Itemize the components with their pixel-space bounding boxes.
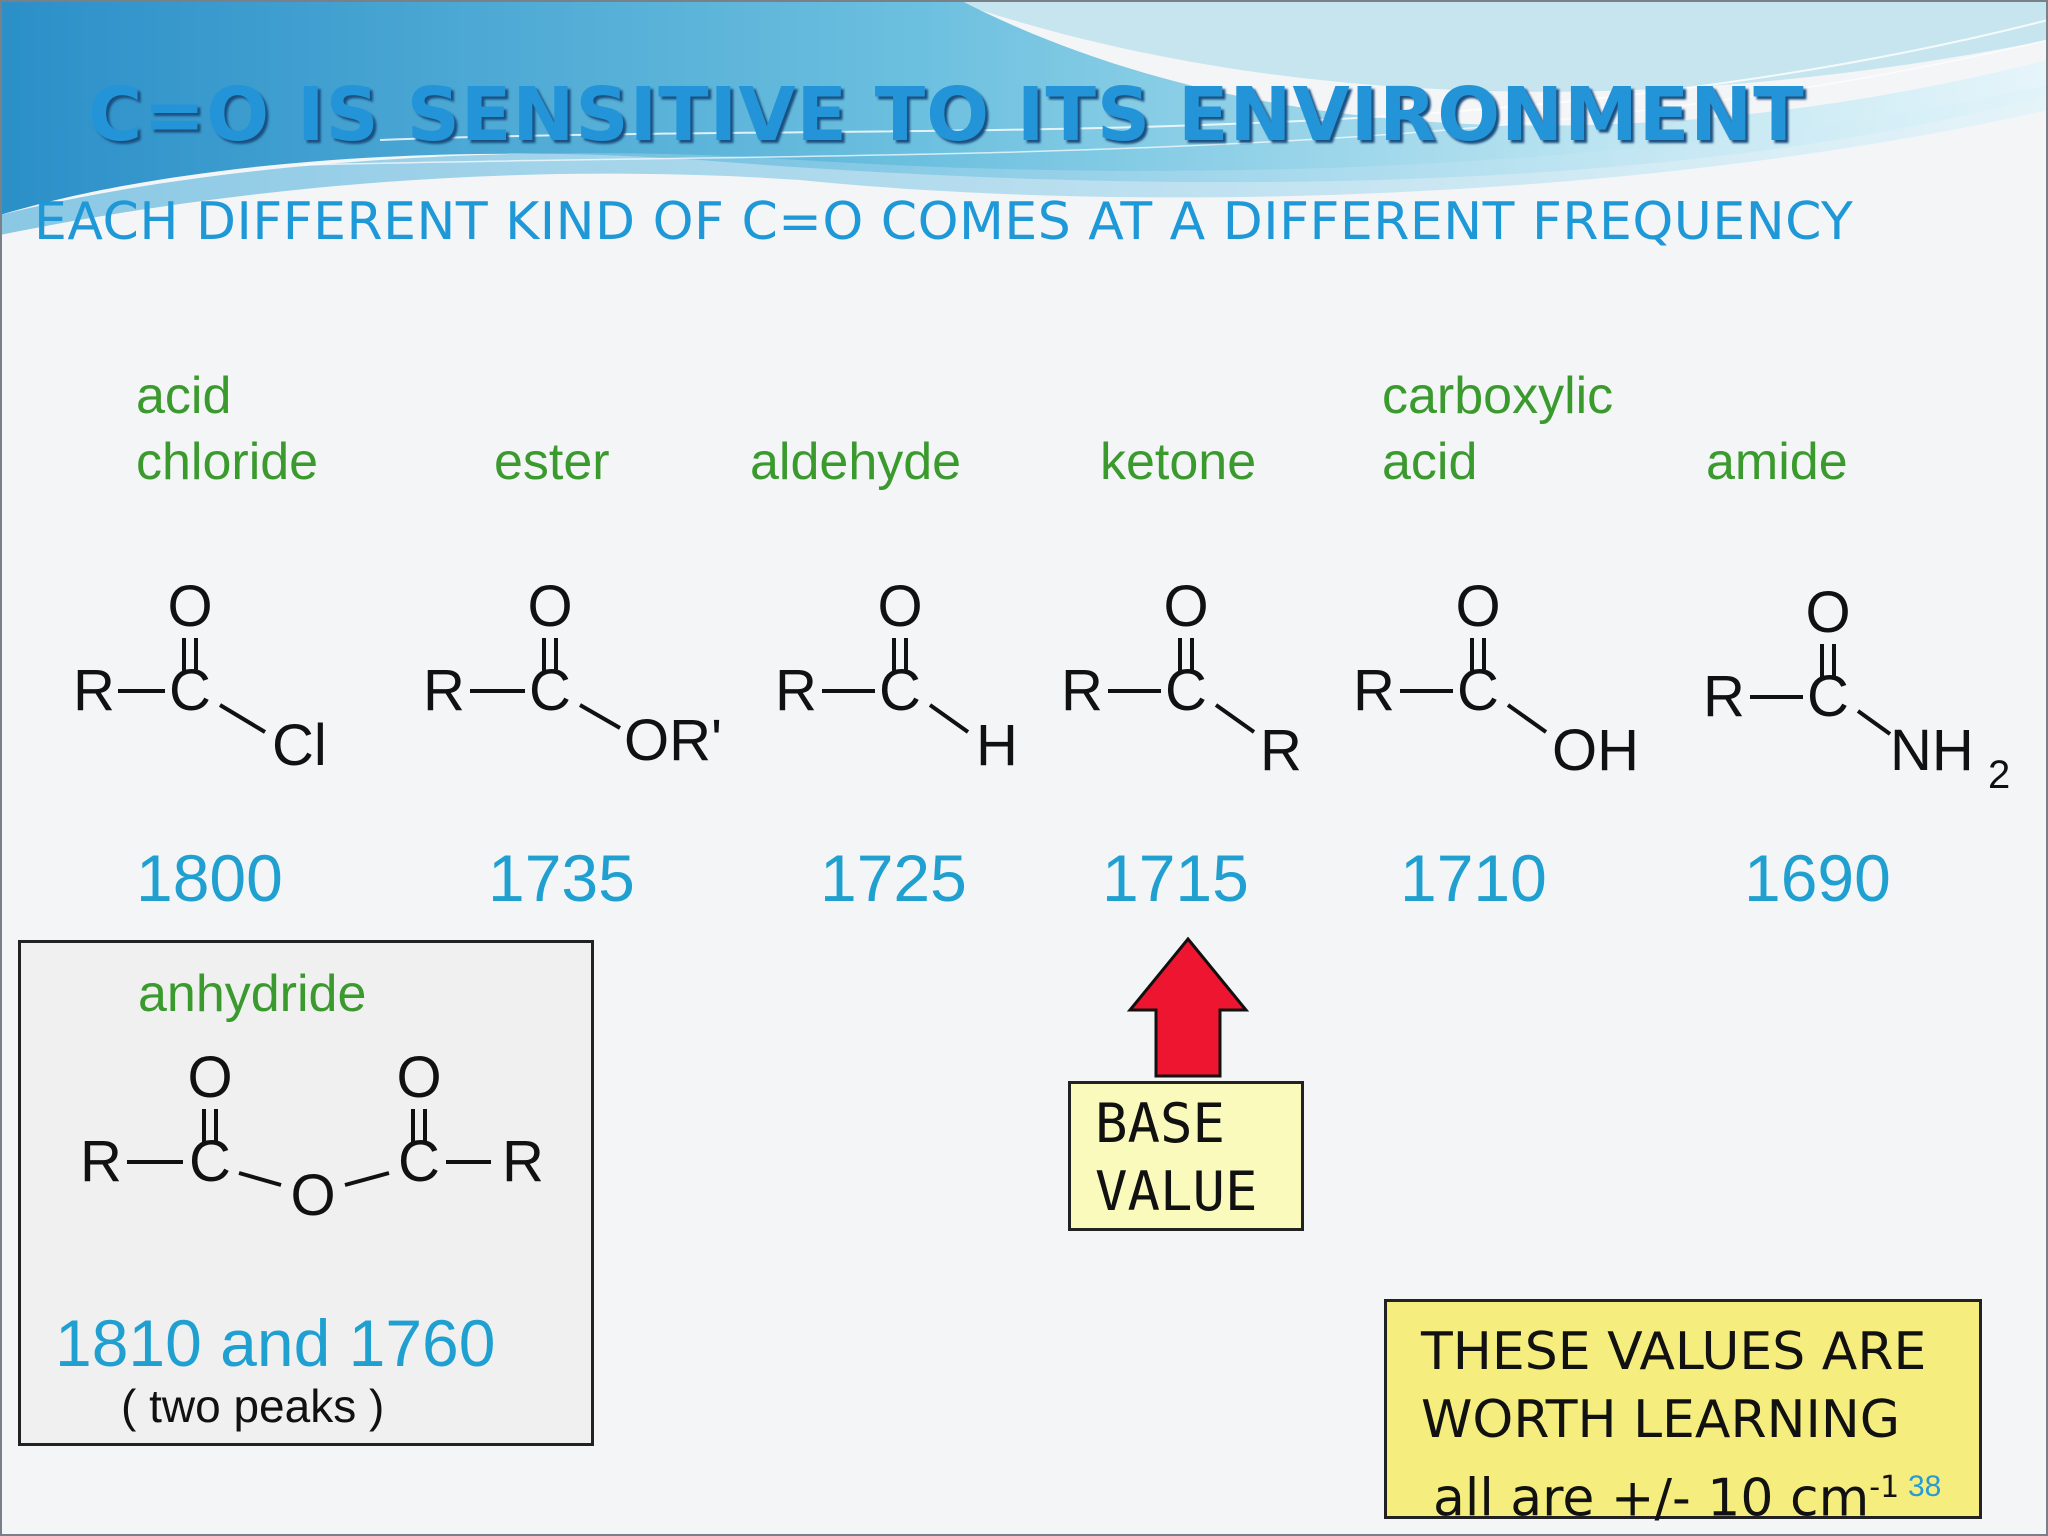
- page-number: 38: [1908, 1470, 1942, 1503]
- frequency-carboxylic-acid: 1710: [1400, 841, 1547, 915]
- structure-amide: O R C NH 2: [1703, 580, 2010, 797]
- svg-text:R: R: [775, 658, 817, 723]
- svg-text:O: O: [1805, 580, 1850, 645]
- svg-text:R: R: [1703, 664, 1745, 729]
- structure-ketone: O R C R: [1061, 574, 1302, 783]
- svg-text:R: R: [1260, 718, 1302, 783]
- svg-text:O: O: [877, 574, 922, 639]
- svg-text:C: C: [398, 1129, 440, 1194]
- svg-text:O: O: [1163, 574, 1208, 639]
- frequency-ester: 1735: [488, 841, 635, 915]
- slide-subtitle: EACH DIFFERENT KIND OF C=O COMES AT A DI…: [34, 192, 1854, 252]
- compound-label-acid-chloride: acid chloride: [136, 367, 319, 491]
- svg-text:O: O: [187, 1045, 232, 1110]
- svg-text:R: R: [1353, 658, 1395, 723]
- frequency-amide: 1690: [1744, 841, 1891, 915]
- svg-text:C: C: [529, 658, 571, 723]
- svg-text:C: C: [1807, 664, 1849, 729]
- svg-text:C: C: [879, 658, 921, 723]
- structure-acid-chloride: O R C Cl: [73, 574, 327, 778]
- structure-ester: O R C OR': [423, 574, 722, 773]
- svg-text:O: O: [527, 574, 572, 639]
- base-value-line1: BASE: [1095, 1092, 1226, 1155]
- frequency-ketone: 1715: [1102, 841, 1249, 915]
- frequency-aldehyde: 1725: [820, 841, 967, 915]
- svg-text:R: R: [80, 1129, 122, 1194]
- compound-label-anhydride: anhydride: [138, 965, 367, 1023]
- compound-label-aldehyde: aldehyde: [750, 433, 962, 491]
- svg-text:OH: OH: [1552, 718, 1639, 783]
- svg-text:R: R: [423, 658, 465, 723]
- svg-text:H: H: [976, 713, 1018, 778]
- frequency-acid-chloride: 1800: [136, 841, 283, 915]
- anhydride-box: anhydride O O R C O C R 1810 and 1760 ( …: [18, 940, 594, 1446]
- svg-text:C: C: [1165, 658, 1207, 723]
- base-value-line2: VALUE: [1095, 1160, 1258, 1223]
- structure-anhydride: O O R C O C R: [80, 1045, 544, 1228]
- base-value-box: BASE VALUE: [1068, 1081, 1304, 1231]
- svg-text:NH: NH: [1890, 718, 1974, 783]
- anhydride-note: ( two peaks ): [121, 1380, 385, 1432]
- learn-line2: WORTH LEARNING: [1421, 1390, 1901, 1450]
- svg-text:O: O: [167, 574, 212, 639]
- structure-carboxylic-acid: O R C OH: [1353, 574, 1639, 783]
- svg-text:Cl: Cl: [272, 713, 327, 778]
- svg-text:R: R: [502, 1129, 544, 1194]
- frequency-anhydride: 1810 and 1760: [55, 1306, 496, 1380]
- learn-line3: all are +/- 10 cm-1: [1433, 1468, 1900, 1529]
- svg-text:C: C: [1457, 658, 1499, 723]
- compound-label-ester: ester: [494, 433, 610, 491]
- learn-line1: THESE VALUES ARE: [1421, 1322, 1927, 1382]
- svg-text:R: R: [73, 658, 115, 723]
- slide-title: C=O IS SENSITIVE TO ITS ENVIRONMENT: [88, 72, 1805, 158]
- compound-label-amide: amide: [1706, 433, 1848, 491]
- svg-text:O: O: [1455, 574, 1500, 639]
- svg-text:R: R: [1061, 658, 1103, 723]
- worth-learning-box: THESE VALUES ARE WORTH LEARNING all are …: [1384, 1299, 1982, 1528]
- svg-text:C: C: [169, 658, 211, 723]
- compound-label-ketone: ketone: [1100, 433, 1257, 491]
- compound-label-carboxylic-acid: carboxylic acid: [1382, 367, 1614, 491]
- structure-aldehyde: O R C H: [775, 574, 1018, 778]
- svg-text:O: O: [396, 1045, 441, 1110]
- svg-text:OR': OR': [624, 708, 722, 773]
- svg-text:2: 2: [1988, 753, 2010, 797]
- svg-text:C: C: [189, 1129, 231, 1194]
- up-arrow-icon: [1126, 936, 1250, 1078]
- svg-text:O: O: [290, 1163, 335, 1228]
